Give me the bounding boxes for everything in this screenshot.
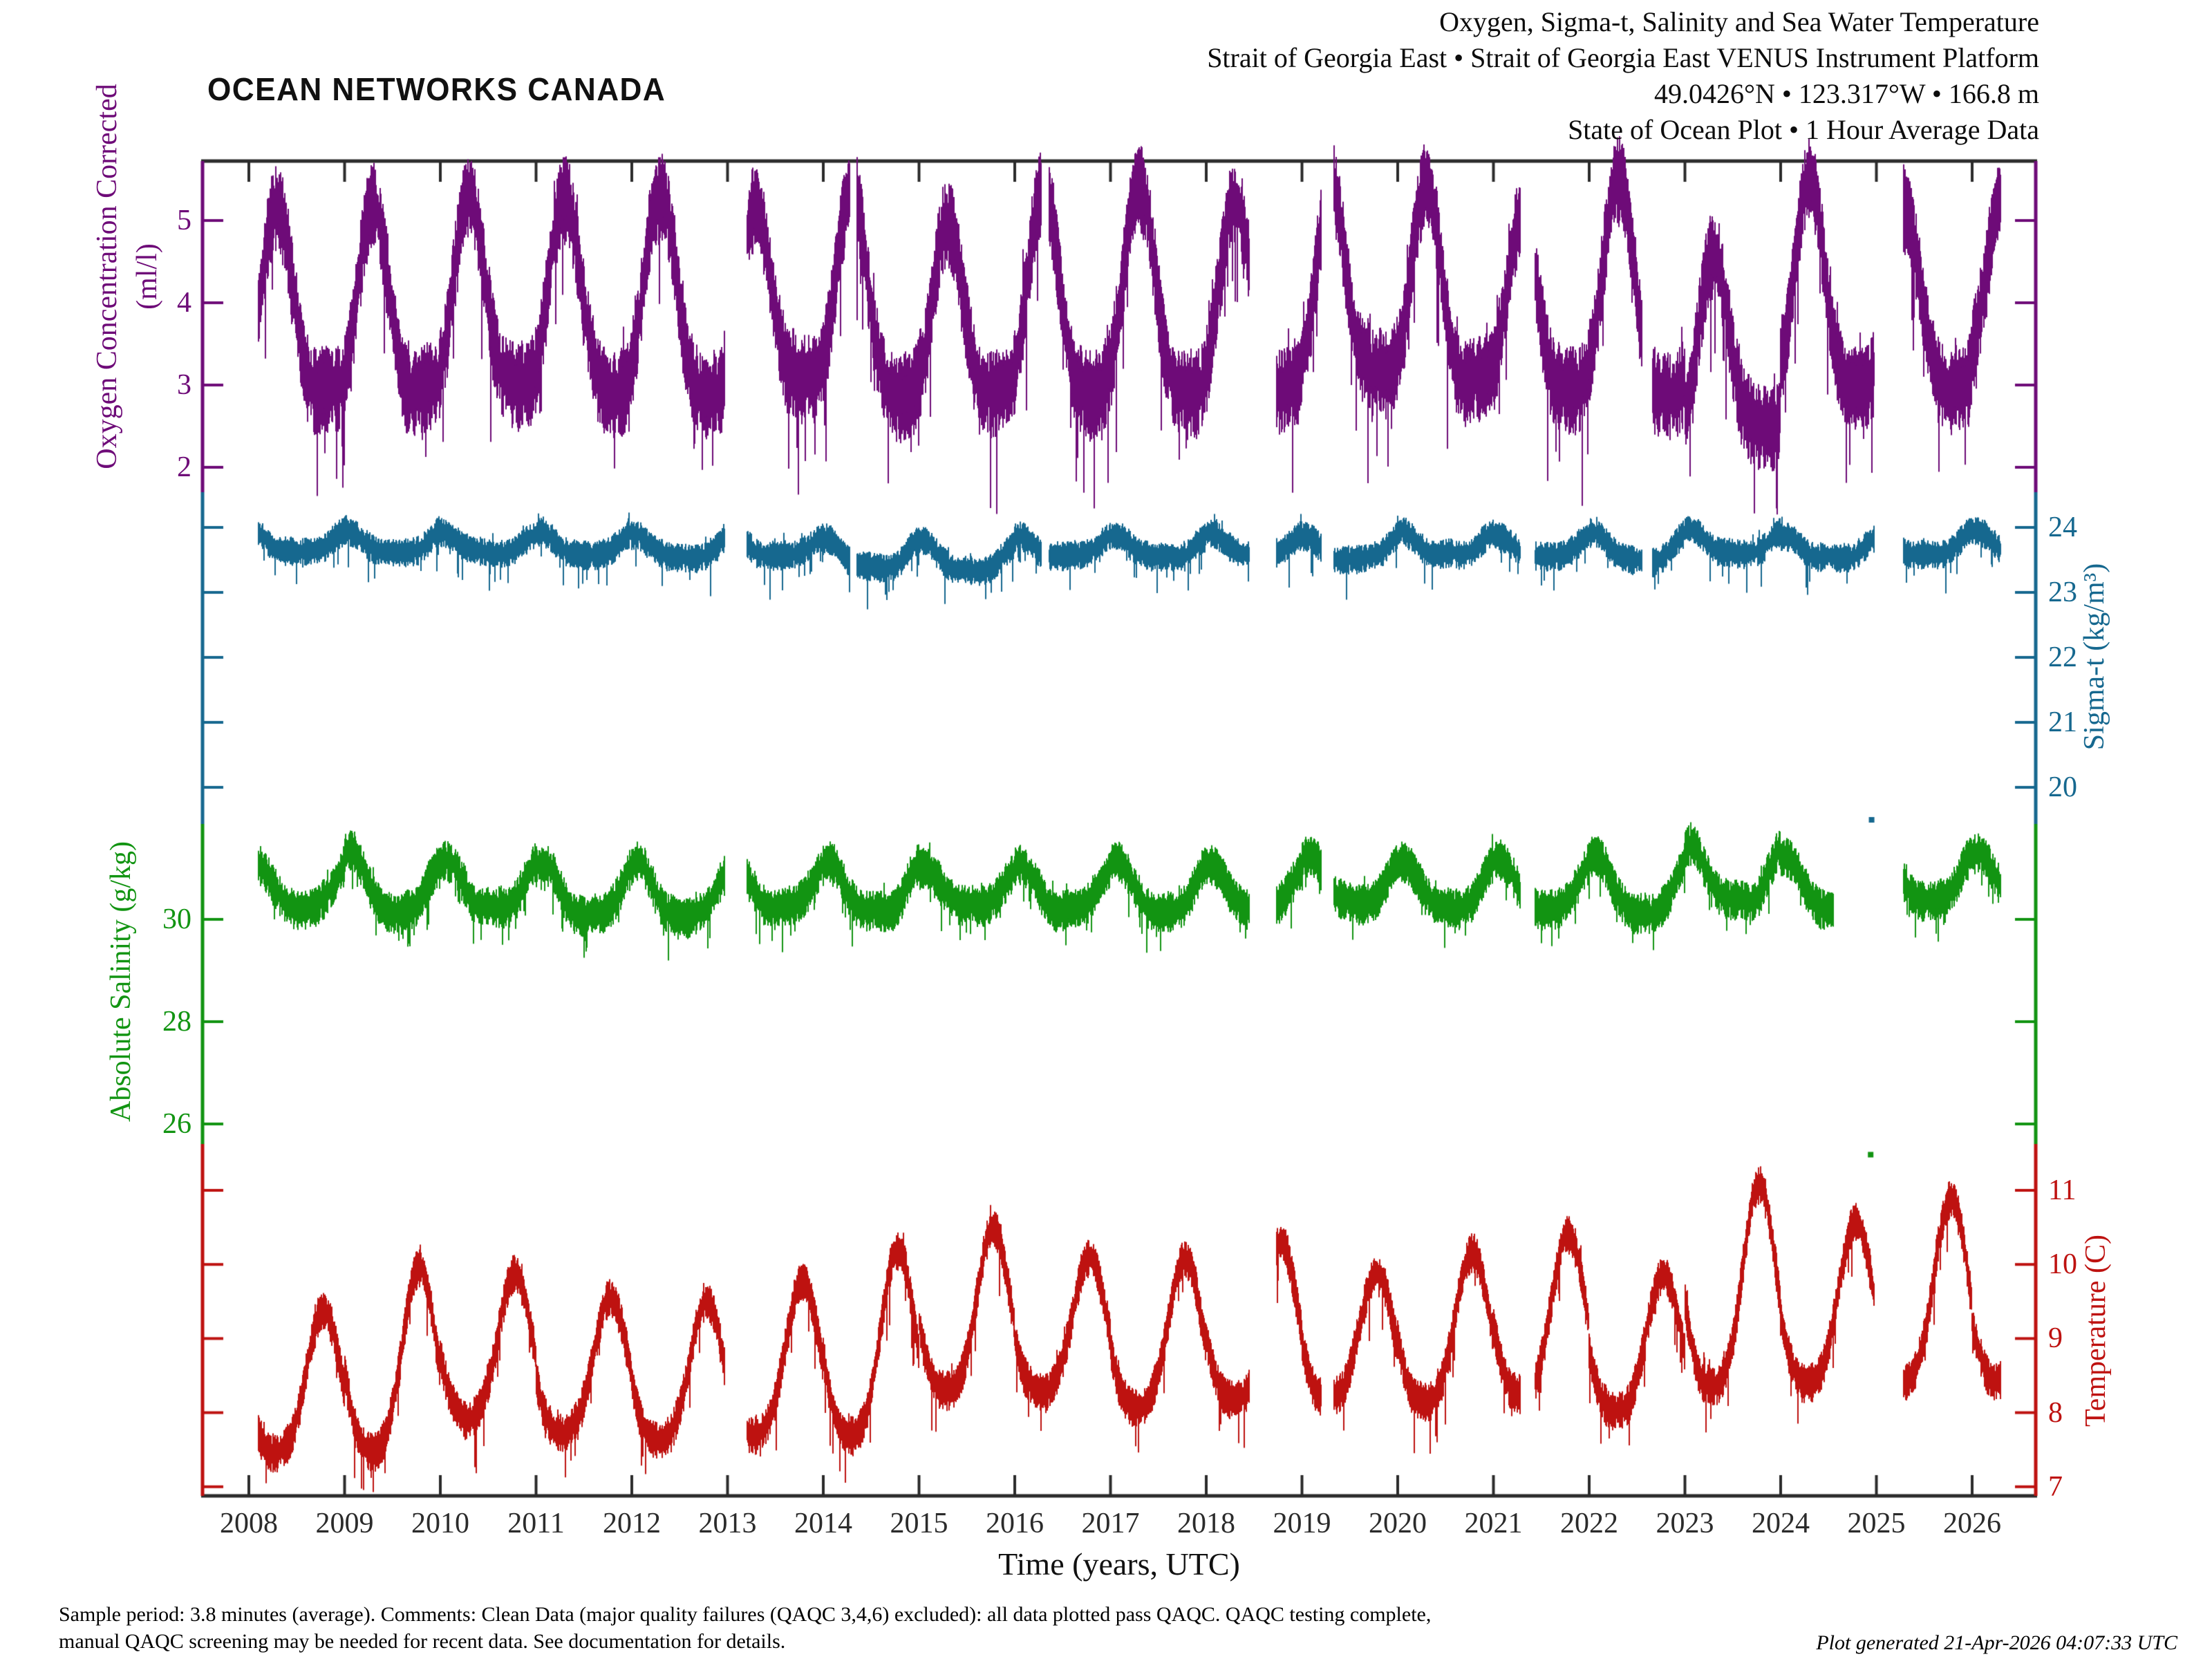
y-axis-label-salinity: Absolute Salinity (g/kg) (105, 841, 137, 1122)
y-tick-label-absolute-salinity-28: 28 (162, 1006, 191, 1038)
y-tick-label-absolute-salinity-30: 30 (162, 903, 191, 935)
x-tick-label-2020: 2020 (1369, 1508, 1427, 1539)
x-tick-label-2025: 2025 (1847, 1508, 1906, 1539)
ocean-networks-canada-logo: OCEAN NETWORKS CANADA (207, 71, 666, 107)
x-tick-label-2013: 2013 (698, 1508, 757, 1539)
y-tick-label-temperature-8: 8 (2048, 1396, 2063, 1429)
y-tick-label-oxygen-concentration-corrected-3: 3 (177, 369, 191, 401)
y-tick-label-oxygen-concentration-corrected-2: 2 (177, 451, 191, 483)
y-tick-label-oxygen-concentration-corrected-4: 4 (177, 287, 191, 319)
x-axis-title: Time (years, UTC) (998, 1546, 1240, 1582)
y-tick-label-sigma-t-23: 23 (2048, 577, 2077, 608)
title-block: Oxygen, Sigma-t, Salinity and Sea Water … (1207, 4, 2039, 148)
x-tick-label-2008: 2008 (220, 1508, 278, 1539)
x-tick-label-2023: 2023 (1656, 1508, 1714, 1539)
x-tick-label-2009: 2009 (315, 1508, 374, 1539)
y-tick-label-temperature-9: 9 (2048, 1322, 2063, 1355)
x-tick-label-2011: 2011 (507, 1508, 565, 1539)
y-tick-label-sigma-t-21: 21 (2048, 706, 2077, 738)
plot-title-line1: Oxygen, Sigma-t, Salinity and Sea Water … (1439, 6, 2039, 37)
x-tick-label-2015: 2015 (890, 1508, 948, 1539)
y-tick-label-sigma-t-24: 24 (2048, 512, 2077, 543)
x-tick-label-2018: 2018 (1177, 1508, 1235, 1539)
y-tick-label-temperature-7: 7 (2048, 1470, 2063, 1503)
x-tick-label-2012: 2012 (603, 1508, 661, 1539)
y-tick-label-absolute-salinity-26: 26 (162, 1108, 191, 1140)
y-tick-label-temperature-11: 11 (2048, 1174, 2077, 1206)
y-tick-label-temperature-10: 10 (2048, 1248, 2077, 1281)
plot-title-line4: State of Ocean Plot • 1 Hour Average Dat… (1568, 114, 2039, 145)
footnote: Sample period: 3.8 minutes (average). Co… (59, 1601, 1662, 1655)
y-tick-label-oxygen-concentration-corrected-5: 5 (177, 205, 191, 236)
footnote-line2: manual QAQC screening may be needed for … (59, 1630, 786, 1653)
x-tick-label-2010: 2010 (411, 1508, 469, 1539)
x-tick-label-2019: 2019 (1273, 1508, 1331, 1539)
x-tick-label-2016: 2016 (986, 1508, 1044, 1539)
x-tick-label-2022: 2022 (1560, 1508, 1618, 1539)
plot-title-line2: Strait of Georgia East • Strait of Georg… (1207, 42, 2039, 73)
x-tick-label-2026: 2026 (1943, 1508, 2001, 1539)
plot-title-line3: 49.0426°N • 123.317°W • 166.8 m (1653, 78, 2039, 109)
plot-generated-timestamp: Plot generated 21-Apr-2026 04:07:33 UTC (1816, 1631, 2177, 1654)
x-tick-label-2024: 2024 (1752, 1508, 1810, 1539)
y-tick-label-sigma-t-20: 20 (2048, 771, 2077, 803)
x-tick-label-2014: 2014 (794, 1508, 852, 1539)
y-axis-label-oxygen: Oxygen Concentration Corrected (91, 84, 123, 469)
y-tick-label-sigma-t-22: 22 (2048, 641, 2077, 673)
x-tick-label-2021: 2021 (1464, 1508, 1523, 1539)
x-tick-label-2017: 2017 (1081, 1508, 1140, 1539)
footnote-line1: Sample period: 3.8 minutes (average). Co… (59, 1603, 1432, 1626)
